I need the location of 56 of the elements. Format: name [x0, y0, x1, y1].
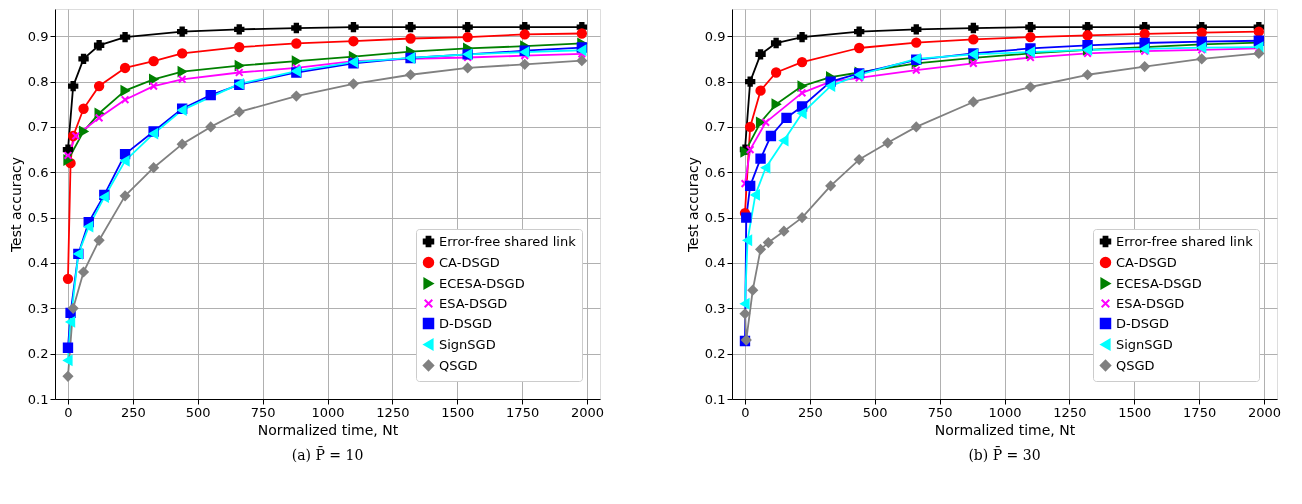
legend-label: QSGD	[1116, 357, 1155, 373]
x-tick-label: 750	[250, 404, 276, 420]
x-tick-label: 1750	[1183, 404, 1217, 420]
y-tick-label: 0.5	[704, 210, 726, 226]
x-tick-label: 1750	[506, 404, 540, 420]
x-tick-label: 1500	[1118, 404, 1152, 420]
legend-label: Error-free shared link	[439, 233, 577, 249]
x-tick-label: 2000	[1247, 404, 1282, 420]
y-tick-label: 0.3	[704, 300, 726, 316]
y-axis-title: Test accuracy	[7, 156, 24, 254]
x-tick-label: 500	[862, 404, 888, 420]
x-tick-label: 1000	[988, 404, 1022, 420]
y-tick-label: 0.7	[27, 119, 49, 135]
x-tick-label: 1000	[311, 404, 345, 420]
text: (b) P̄ = 30	[968, 446, 1041, 463]
text: (a) P̄ = 10	[291, 446, 364, 463]
y-tick-label: 0.3	[27, 300, 49, 316]
x-tick-label: 750	[927, 404, 953, 420]
y-tick-label: 0.7	[704, 119, 726, 135]
y-tick-label: 0.1	[704, 391, 726, 407]
y-tick-label: 0.8	[704, 74, 726, 90]
y-axis-title: Test accuracy	[684, 156, 701, 254]
legend-label: ECESA-DSGD	[439, 275, 525, 291]
legend-label: D-DSGD	[439, 315, 493, 331]
x-axis-title: Normalized time, Nt	[257, 421, 399, 438]
y-tick-label: 0.9	[704, 28, 726, 44]
y-tick-label: 0.1	[27, 391, 49, 407]
legend-label: CA-DSGD	[1116, 254, 1177, 270]
y-tick-label: 0.9	[27, 28, 49, 44]
y-tick-label: 0.6	[27, 164, 49, 180]
legend-label: ECESA-DSGD	[1116, 275, 1202, 291]
y-tick-label: 0.6	[704, 164, 726, 180]
x-tick-label: 1500	[441, 404, 475, 420]
y-tick-label: 0.5	[27, 210, 49, 226]
x-tick-label: 250	[120, 404, 146, 420]
legend-label: ESA-DSGD	[439, 295, 508, 311]
x-tick-label: 0	[741, 404, 750, 420]
y-tick-label: 0.2	[27, 346, 49, 362]
y-tick-label: 0.8	[27, 74, 49, 90]
legend-label: QSGD	[439, 357, 478, 373]
legend-label: D-DSGD	[1116, 315, 1170, 331]
y-tick-label: 0.4	[27, 255, 49, 271]
y-tick-label: 0.4	[704, 255, 726, 271]
legend-label: SignSGD	[439, 336, 496, 352]
legend-label: CA-DSGD	[439, 254, 500, 270]
x-tick-label: 500	[185, 404, 211, 420]
x-tick-label: 0	[64, 404, 73, 420]
x-axis-title: Normalized time, Nt	[934, 421, 1076, 438]
legend-label: Error-free shared link	[1116, 233, 1254, 249]
x-tick-label: 2000	[570, 404, 605, 420]
x-tick-label: 1250	[376, 404, 410, 420]
x-tick-label: 250	[797, 404, 823, 420]
y-tick-label: 0.2	[704, 346, 726, 362]
x-tick-label: 1250	[1053, 404, 1087, 420]
legend-label: SignSGD	[1116, 336, 1173, 352]
legend-label: ESA-DSGD	[1116, 295, 1185, 311]
